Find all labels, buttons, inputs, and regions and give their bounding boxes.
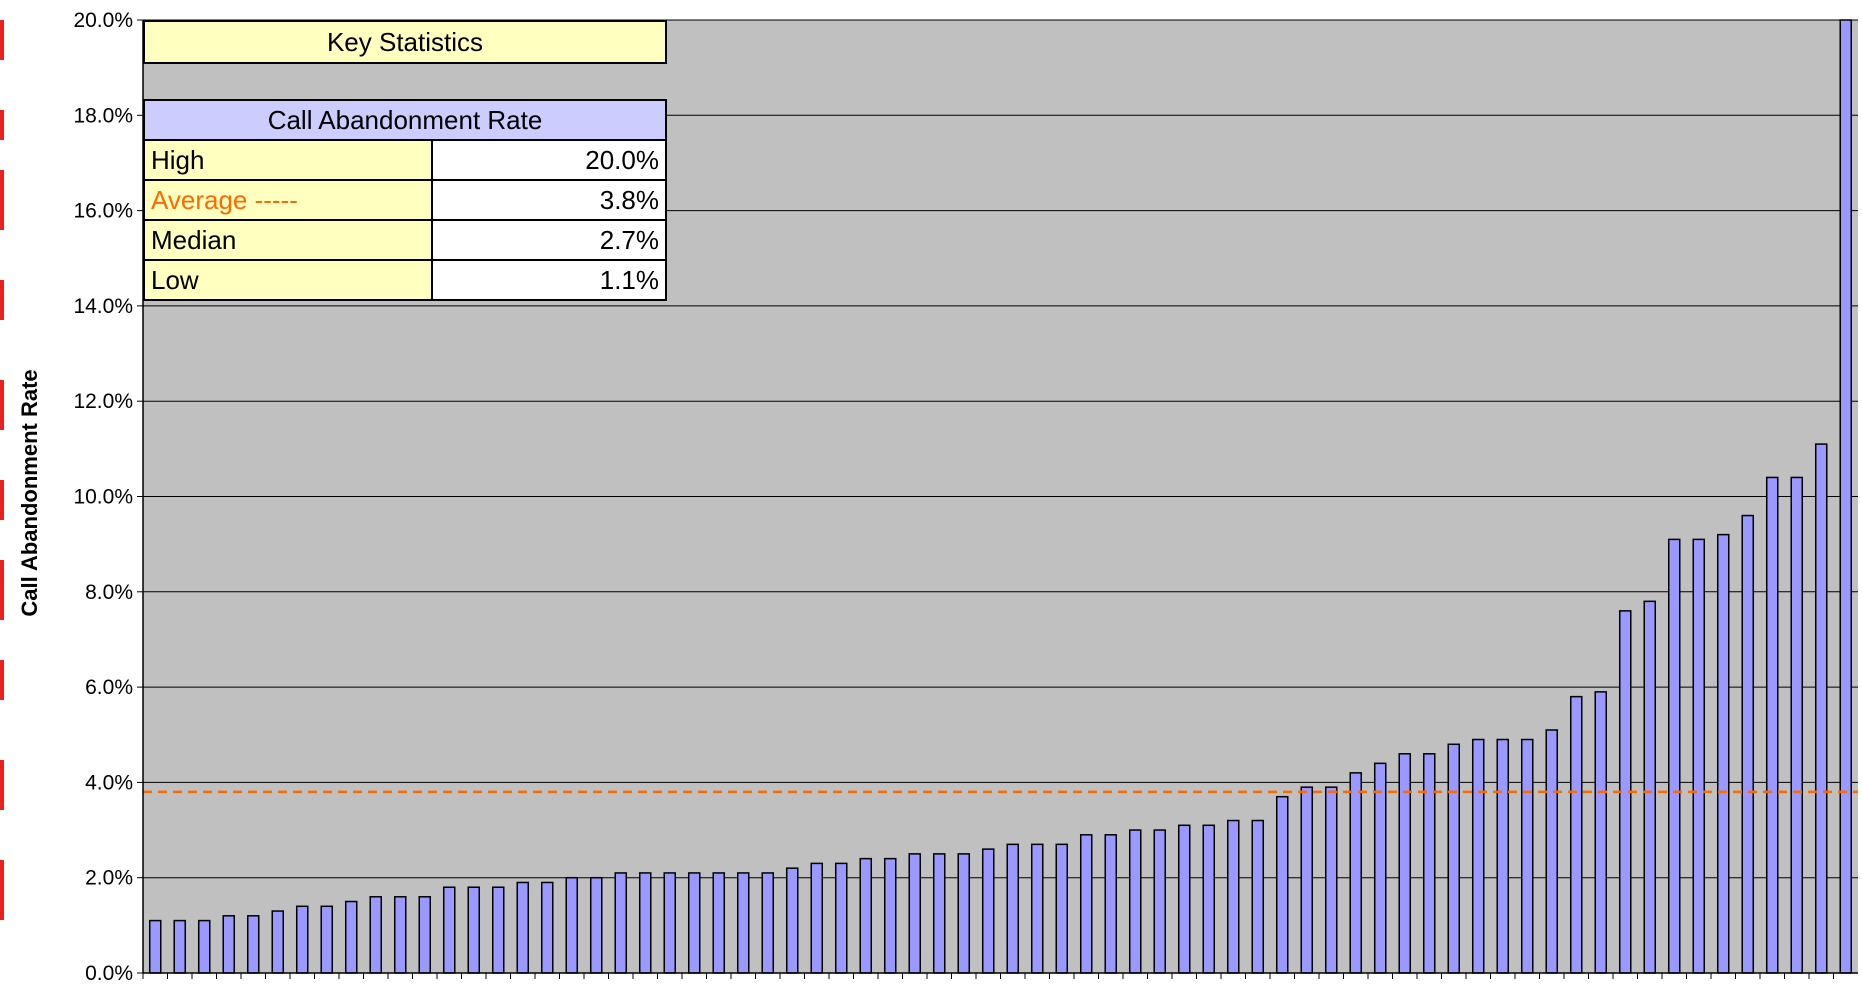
y-tick-label: 14.0% — [73, 295, 133, 318]
bar — [1079, 834, 1093, 974]
key-statistics-table: Call Abandonment Rate High 20.0% Average… — [143, 99, 667, 301]
bar — [1741, 514, 1755, 974]
stat-row-low: Low 1.1% — [143, 259, 667, 301]
y-tick-label: 18.0% — [73, 104, 133, 127]
bar — [883, 857, 897, 974]
bar — [859, 857, 873, 974]
bar — [418, 896, 432, 974]
bar — [540, 881, 554, 974]
bar — [1667, 538, 1681, 974]
y-tick-label: 20.0% — [73, 9, 133, 32]
bar — [1202, 824, 1216, 974]
bar — [908, 853, 922, 974]
bar — [712, 872, 726, 974]
bar — [1030, 843, 1044, 974]
bar — [663, 872, 677, 974]
bar — [344, 900, 358, 974]
bar — [1422, 753, 1436, 974]
bar — [491, 886, 505, 974]
bar — [1471, 738, 1485, 974]
bar — [1055, 843, 1069, 974]
bar — [442, 886, 456, 974]
stat-label: Median — [143, 219, 433, 261]
bar — [271, 910, 285, 974]
y-tick-label: 16.0% — [73, 200, 133, 223]
bar — [1545, 729, 1559, 974]
bar — [1765, 476, 1779, 974]
y-tick-label: 8.0% — [85, 581, 133, 604]
bar — [614, 872, 628, 974]
bar — [295, 905, 309, 974]
bar — [1716, 533, 1730, 974]
red-edge-decoration — [0, 0, 6, 986]
bar — [589, 876, 603, 974]
bar — [1790, 476, 1804, 974]
bar — [197, 919, 211, 974]
bar — [687, 872, 701, 974]
stat-label: Low — [143, 259, 433, 301]
bar — [981, 848, 995, 974]
stat-row-median: Median 2.7% — [143, 219, 667, 261]
bar — [1643, 600, 1657, 974]
stat-value: 3.8% — [431, 179, 667, 221]
stat-row-average: Average ----- 3.8% — [143, 179, 667, 221]
stat-value: 20.0% — [431, 139, 667, 181]
bar — [932, 853, 946, 974]
y-tick-label: 4.0% — [85, 771, 133, 794]
bar — [320, 905, 334, 974]
bar — [1569, 695, 1583, 974]
bar — [1447, 743, 1461, 974]
bar — [1520, 738, 1534, 974]
bar — [834, 862, 848, 974]
stat-row-high: High 20.0% — [143, 139, 667, 181]
y-tick-label: 6.0% — [85, 676, 133, 699]
bar — [1692, 538, 1706, 974]
key-statistics-title: Key Statistics — [143, 20, 667, 64]
bar — [736, 872, 750, 974]
y-tick-label: 10.0% — [73, 486, 133, 509]
stat-table-header: Call Abandonment Rate — [143, 99, 667, 141]
stat-value: 1.1% — [431, 259, 667, 301]
bar — [222, 915, 236, 974]
bar — [565, 876, 579, 974]
bar — [1275, 795, 1289, 974]
stat-label: Average ----- — [143, 179, 433, 221]
bar — [810, 862, 824, 974]
bar — [173, 919, 187, 974]
bar — [467, 886, 481, 974]
bar — [369, 896, 383, 974]
bar — [1349, 772, 1363, 974]
bar — [148, 919, 162, 974]
bar — [1251, 819, 1265, 974]
bar — [1006, 843, 1020, 974]
bar — [1324, 786, 1338, 974]
bar — [1594, 691, 1608, 974]
bar — [1153, 829, 1167, 974]
bar — [393, 896, 407, 974]
bar — [1226, 819, 1240, 974]
bar — [1300, 786, 1314, 974]
stat-label: High — [143, 139, 433, 181]
y-tick-label: 0.0% — [85, 962, 133, 985]
bar — [1398, 753, 1412, 974]
bar — [638, 872, 652, 974]
bar — [761, 872, 775, 974]
bar — [1177, 824, 1191, 974]
bar — [1104, 834, 1118, 974]
bar — [1128, 829, 1142, 974]
bar — [1496, 738, 1510, 974]
y-tick-label: 2.0% — [85, 867, 133, 890]
bar — [785, 867, 799, 974]
bar — [957, 853, 971, 974]
bar — [516, 881, 530, 974]
bar — [1839, 19, 1853, 974]
y-tick-label: 12.0% — [73, 390, 133, 413]
stat-value: 2.7% — [431, 219, 667, 261]
bar — [246, 915, 260, 974]
bar — [1373, 762, 1387, 974]
bar — [1814, 443, 1828, 974]
